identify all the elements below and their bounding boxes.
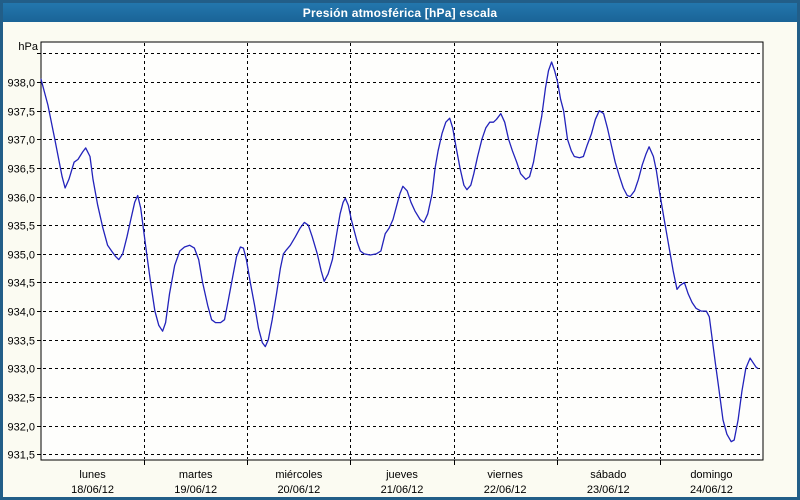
y-tick-label: 936,5	[7, 164, 35, 176]
y-tick-label: 935,0	[7, 250, 35, 262]
y-tick-label: 937,0	[7, 135, 35, 147]
window-title: Presión atmosférica [hPa] escala	[302, 5, 498, 20]
day-name-label: domingo	[690, 469, 732, 481]
day-date-label: 21/06/12	[381, 484, 424, 496]
y-tick-label: 934,5	[7, 278, 35, 290]
day-date-label: 24/06/12	[690, 484, 733, 496]
day-date-label: 18/06/12	[71, 484, 114, 496]
pressure-series-line	[40, 61, 759, 443]
plot-frame	[40, 41, 764, 461]
day-name-label: viernes	[487, 469, 523, 481]
pressure-line-chart: 938,0 937,5 937,0 936,5 936,0 935,5 935,0 934,5…	[7, 41, 764, 496]
day-date-label: 22/06/12	[484, 484, 527, 496]
y-tick-label: 932,5	[7, 393, 35, 405]
day-name-label: martes	[179, 469, 213, 481]
y-tick-label: 934,0	[7, 307, 35, 319]
y-tick-label: 937,5	[7, 107, 35, 119]
day-name-label: lunes	[79, 469, 106, 481]
y-tick-label: 933,0	[7, 364, 35, 376]
y-tick-label: 936,0	[7, 193, 35, 205]
day-date-label: 19/06/12	[174, 484, 217, 496]
y-tick-label: 933,5	[7, 336, 35, 348]
y-tick-label: 932,0	[7, 422, 35, 434]
day-name-label: jueves	[385, 469, 418, 481]
chart-area: 938,0 937,5 937,0 936,5 936,0 935,5 935,0 934,5…	[3, 22, 797, 497]
y-tick-label: 938,0	[7, 78, 35, 90]
y-axis-unit-label: hPa	[18, 41, 38, 53]
y-tick-label: 931,5	[7, 450, 35, 462]
y-tick-label: 935,5	[7, 221, 35, 233]
day-date-label: 20/06/12	[277, 484, 320, 496]
day-name-label: sábado	[590, 469, 626, 481]
day-date-label: 23/06/12	[587, 484, 630, 496]
day-name-label: miércoles	[275, 469, 323, 481]
window-titlebar: Presión atmosférica [hPa] escala	[3, 3, 797, 22]
